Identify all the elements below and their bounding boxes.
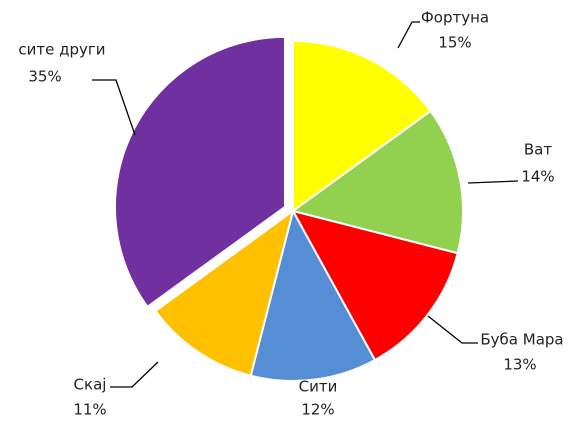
category-label: сите други: [18, 41, 105, 59]
category-label: Буба Мара: [480, 331, 563, 349]
leader-line: [467, 180, 519, 184]
category-label: Ват: [524, 141, 552, 159]
slice: [292, 39, 432, 213]
slice: [249, 208, 377, 382]
category-label: Сити: [299, 378, 338, 396]
pie: [113, 35, 464, 382]
labels: Фортуна 15% Ват 14% Буба Мара 13% Сити 12% Скај 1…: [18, 9, 563, 419]
value-label: 13%: [503, 356, 536, 374]
category-label: Скај: [74, 376, 107, 394]
value-label: 11%: [73, 401, 106, 419]
slice: [291, 209, 459, 362]
leader-line: [427, 315, 478, 344]
leader-line: [92, 79, 136, 136]
value-label: 14%: [521, 168, 554, 186]
value-label: 15%: [438, 34, 471, 52]
leader-line: [397, 21, 420, 49]
value-label: 12%: [301, 401, 334, 419]
leader-line: [110, 361, 159, 388]
value-label: 35%: [28, 68, 61, 86]
slice: [290, 109, 464, 255]
category-label: Фортуна: [421, 9, 489, 27]
slice: [154, 208, 295, 377]
